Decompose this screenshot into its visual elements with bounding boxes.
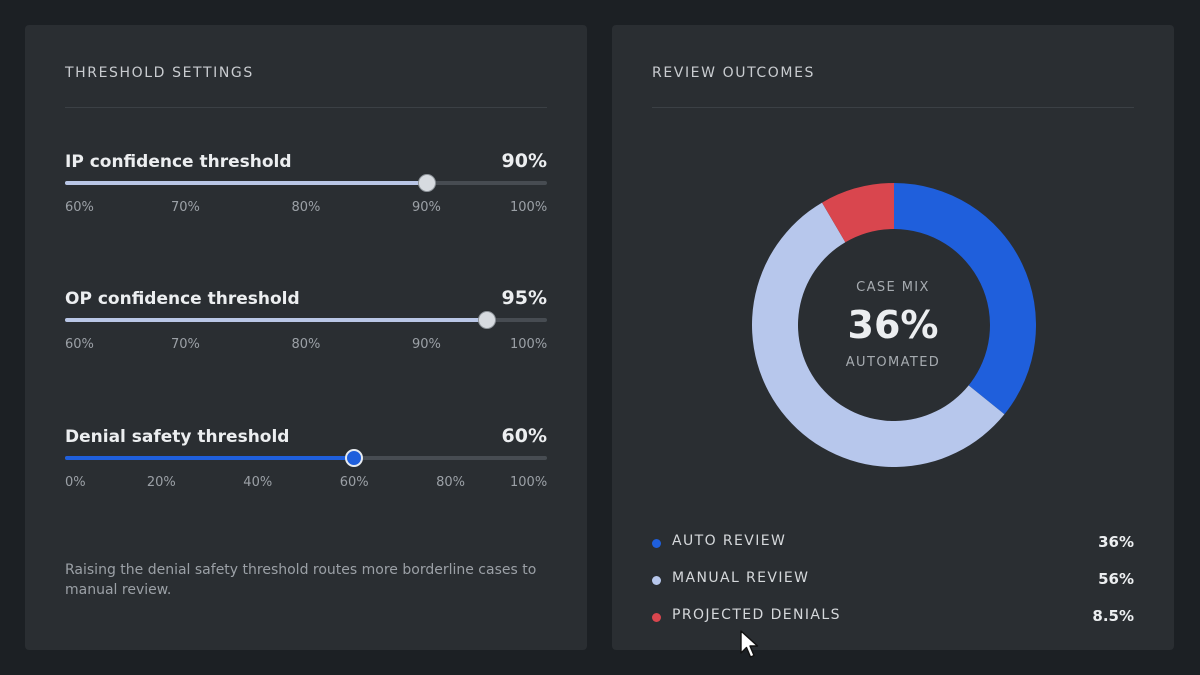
slice-auto-review	[894, 183, 1036, 415]
tick-label: 90%	[412, 337, 441, 352]
ip-confidence-label: IP confidence threshold	[65, 152, 292, 172]
tick-label: 60%	[339, 475, 369, 490]
ip-confidence-track-fill	[65, 181, 427, 185]
op-confidence-label: OP confidence threshold	[65, 289, 300, 309]
tick-label: 80%	[291, 200, 321, 215]
threshold-settings-divider	[65, 107, 547, 108]
ip-confidence-slider: IP confidence threshold 90% 60% 70% 80% 90%…	[65, 150, 547, 232]
donut-caption-top: CASE MIX	[856, 280, 930, 295]
ip-confidence-value: 90%	[501, 150, 547, 172]
donut-center-value: 36%	[847, 303, 939, 347]
legend-dot-manual-review	[652, 576, 661, 585]
tick-label: 80%	[436, 475, 465, 490]
tick-label: 0%	[65, 475, 86, 490]
tick-label: 70%	[171, 200, 200, 215]
denial-safety-track-fill	[65, 456, 355, 460]
legend-label-manual-review: MANUAL REVIEW	[672, 570, 810, 586]
tick-label: 80%	[291, 337, 321, 352]
case-mix-donut-chart	[752, 183, 1036, 467]
op-confidence-ticks: 60% 70% 80% 90% 100%	[65, 337, 547, 353]
denial-safety-slider: Denial safety threshold 60% 0% 20% 40% 60% 8…	[65, 425, 547, 507]
legend-item-manual-review: MANUAL REVIEW 56%	[652, 570, 1134, 590]
review-outcomes-title: REVIEW OUTCOMES	[652, 65, 816, 81]
denial-safety-thumb[interactable]	[345, 449, 364, 467]
help-text: Raising the denial safety threshold rout…	[65, 562, 537, 598]
tick-label: 60%	[65, 337, 94, 352]
slice-manual-review	[752, 202, 1005, 467]
tick-label: 60%	[65, 200, 94, 215]
mouse-cursor-icon	[740, 630, 759, 658]
tick-label: 20%	[146, 475, 176, 490]
tick-label: 90%	[412, 200, 441, 215]
threshold-settings-title: THRESHOLD SETTINGS	[65, 65, 254, 81]
denial-safety-ticks: 0% 20% 40% 60% 80% 100%	[65, 475, 547, 491]
legend-value-manual-review: 56%	[1098, 570, 1134, 588]
legend-dot-auto-review	[652, 539, 661, 548]
tick-label: 100%	[510, 475, 548, 490]
denial-safety-track[interactable]	[65, 449, 547, 467]
donut-caption-bottom: AUTOMATED	[845, 355, 941, 370]
legend-item-auto-review: AUTO REVIEW 36%	[652, 533, 1134, 553]
tick-label: 40%	[243, 475, 273, 490]
legend-value-auto-review: 36%	[1098, 533, 1134, 551]
op-confidence-slider: OP confidence threshold 95% 60% 70% 80% 90%…	[65, 287, 547, 369]
legend-label-auto-review: AUTO REVIEW	[672, 533, 787, 549]
slice-projected-denials	[822, 183, 894, 243]
op-confidence-thumb[interactable]	[477, 311, 496, 329]
review-outcomes-divider	[652, 107, 1134, 108]
threshold-settings-panel: THRESHOLD SETTINGS IP confidence thresho…	[25, 25, 587, 650]
legend-label-projected-denials: PROJECTED DENIALS	[672, 607, 841, 623]
legend-dot-projected-denials	[652, 613, 661, 622]
review-outcomes-panel: REVIEW OUTCOMES CASE MIX 36% AUTOMATED A…	[612, 25, 1174, 650]
op-confidence-value: 95%	[501, 287, 547, 309]
ip-confidence-thumb[interactable]	[417, 174, 436, 192]
ip-confidence-track[interactable]	[65, 174, 547, 192]
denial-safety-label: Denial safety threshold	[65, 427, 290, 447]
denial-safety-value: 60%	[501, 425, 547, 447]
ip-confidence-ticks: 60% 70% 80% 90% 100%	[65, 200, 547, 216]
op-confidence-track-fill	[65, 318, 487, 322]
tick-label: 70%	[171, 337, 200, 352]
legend-item-projected-denials: PROJECTED DENIALS 8.5%	[652, 607, 1134, 627]
tick-label: 100%	[510, 337, 548, 352]
tick-label: 100%	[510, 200, 548, 215]
op-confidence-track[interactable]	[65, 311, 547, 329]
legend-value-projected-denials: 8.5%	[1092, 607, 1134, 625]
